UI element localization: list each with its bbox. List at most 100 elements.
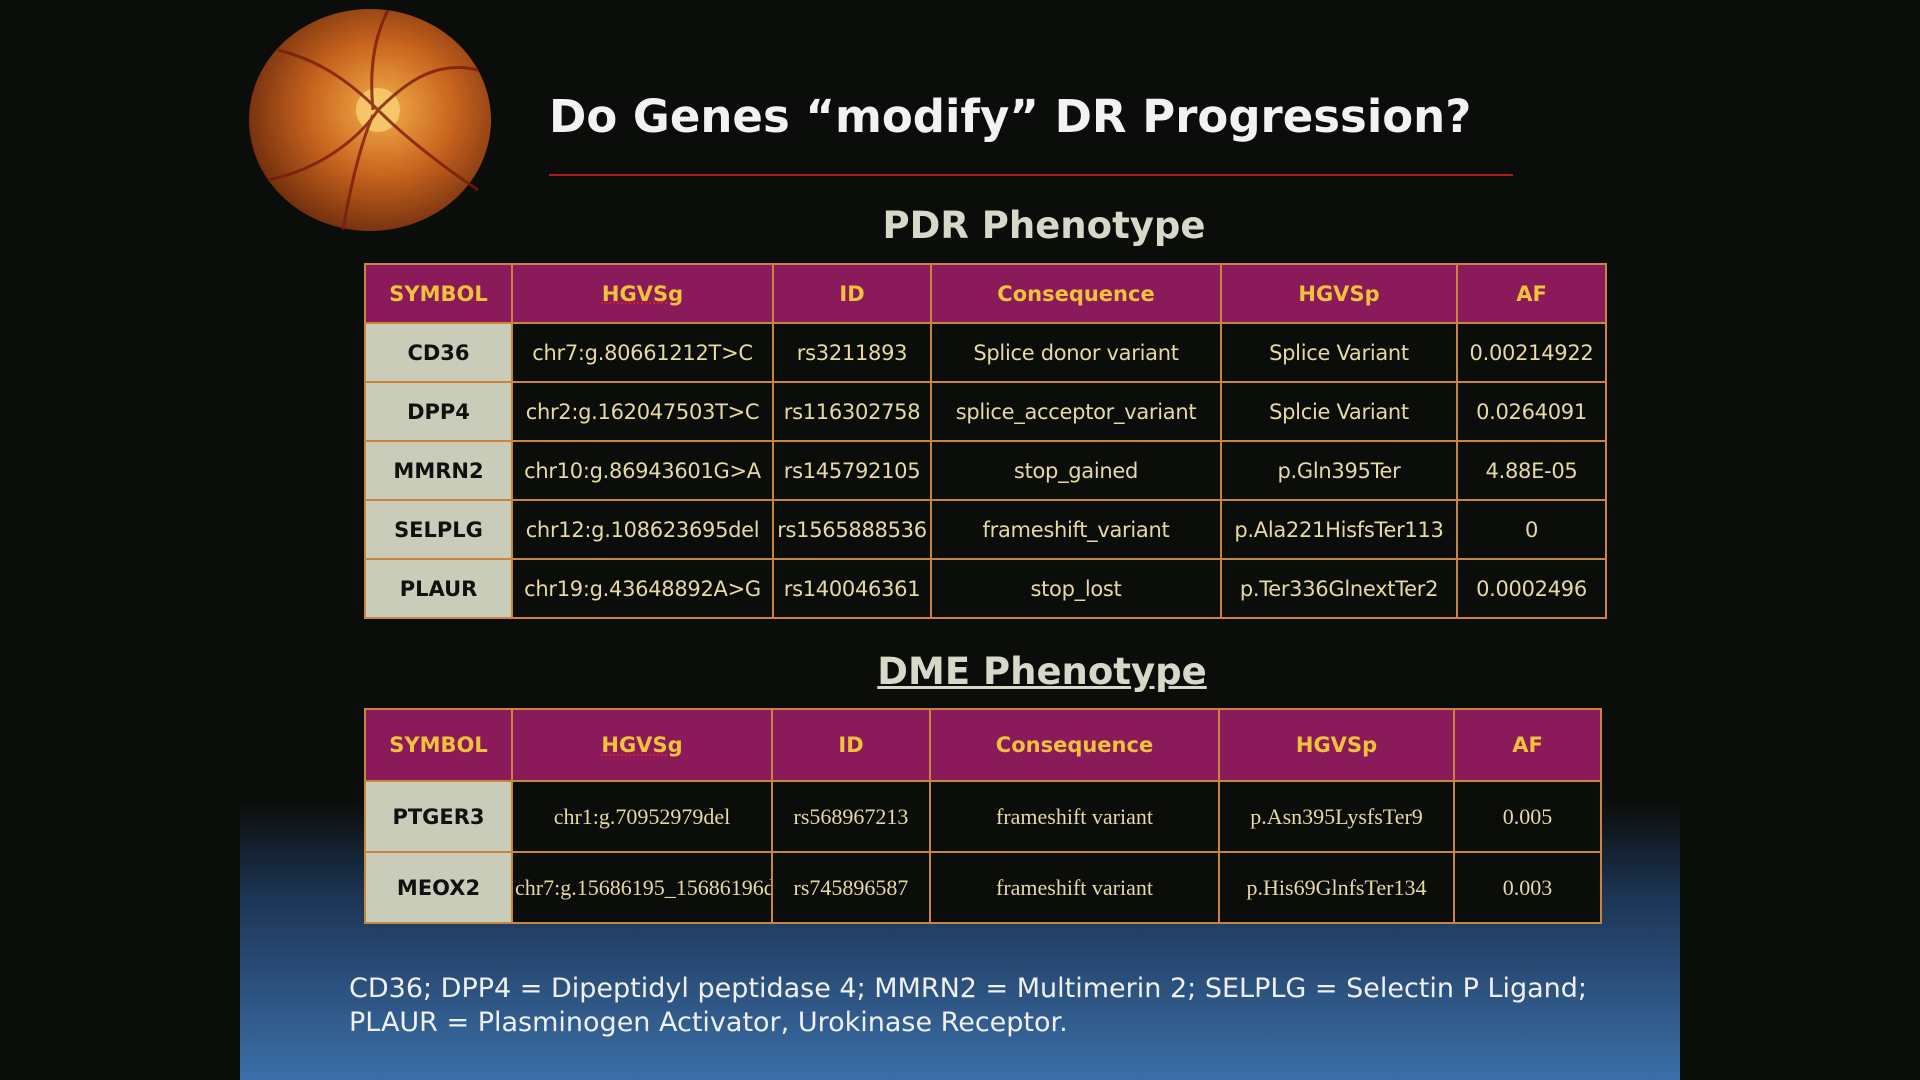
cell: stop_gained — [930, 440, 1222, 501]
cell-text: 0 — [1524, 517, 1539, 542]
cell-text: 4.88E-05 — [1485, 458, 1578, 483]
slide-title: Do Genes “modify” DR Progression? — [549, 90, 1472, 143]
row-header: PLAUR — [364, 558, 513, 619]
cell-text: chr12:g.108623695del — [525, 517, 760, 542]
cell-text: SYMBOL — [389, 733, 488, 757]
cell: frameshift_variant — [930, 499, 1222, 560]
column-header: Consequence — [930, 263, 1222, 324]
title-rule — [549, 174, 1513, 176]
cell: rs140046361 — [772, 558, 932, 619]
cell-text: rs1565888536 — [777, 517, 927, 542]
cell: rs116302758 — [772, 381, 932, 442]
cell-text: SYMBOL — [389, 281, 488, 306]
cell-text: AF — [1512, 733, 1543, 757]
cell-text: p.Asn395LysfsTer9 — [1250, 803, 1423, 829]
cell-text: rs140046361 — [783, 576, 921, 601]
cell-text: 0.0002496 — [1476, 576, 1587, 601]
cell-text: 0.0264091 — [1476, 399, 1587, 424]
cell: rs3211893 — [772, 322, 932, 383]
cell-text: MEOX2 — [396, 875, 481, 900]
cell: p.His69GlnfsTer134 — [1218, 851, 1455, 924]
column-header: SYMBOL — [364, 708, 513, 782]
cell: 0 — [1456, 499, 1607, 560]
column-header: HGVSg — [511, 708, 773, 782]
cell-text: CD36 — [407, 340, 470, 365]
column-header: HGVSp — [1218, 708, 1455, 782]
cell: rs745896587 — [771, 851, 931, 924]
cell-text: rs568967213 — [793, 803, 909, 829]
column-header: ID — [772, 263, 932, 324]
cell-text: Consequence — [995, 733, 1154, 757]
cell-text: rs745896587 — [793, 874, 909, 900]
cell: Splice donor variant — [930, 322, 1222, 383]
column-header: HGVSg — [511, 263, 774, 324]
cell-text: HGVSp — [1295, 733, 1378, 757]
cell: chr2:g.162047503T>C — [511, 381, 774, 442]
cell: rs568967213 — [771, 780, 931, 853]
cell-text: splice_acceptor_variant — [955, 399, 1197, 424]
cell: chr12:g.108623695del — [511, 499, 774, 560]
cell-text: MMRN2 — [393, 458, 484, 483]
cell-text: rs116302758 — [783, 399, 921, 424]
cell-text: frameshift variant — [996, 874, 1153, 900]
pdr-table: SYMBOL HGVSg ID Consequence HGVSp AF CD36 chr7:… — [364, 263, 1607, 619]
cell-text: Splcie Variant — [1269, 399, 1409, 424]
cell: rs1565888536 — [772, 499, 932, 560]
row-header: CD36 — [364, 322, 513, 383]
cell-text: DPP4 — [407, 399, 470, 424]
cell-text: SELPLG — [394, 517, 483, 542]
cell: 0.0264091 — [1456, 381, 1607, 442]
cell-text: Consequence — [997, 281, 1155, 306]
cell: Splice Variant — [1220, 322, 1458, 383]
cell: rs145792105 — [772, 440, 932, 501]
cell: chr10:g.86943601G>A — [511, 440, 774, 501]
cell-text: Splice Variant — [1269, 340, 1409, 365]
cell-text: ID — [838, 733, 864, 757]
cell-text: HGVSg — [601, 733, 683, 757]
cell-text: chr2:g.162047503T>C — [525, 399, 760, 424]
row-header: MEOX2 — [364, 851, 513, 924]
cell-text: stop_gained — [1013, 458, 1139, 483]
column-header: SYMBOL — [364, 263, 513, 324]
footnote-line: CD36; DPP4 = Dipeptidyl peptidase 4; MMR… — [349, 973, 1588, 1004]
row-header: SELPLG — [364, 499, 513, 560]
cell: p.Ala221HisfsTer113 — [1220, 499, 1458, 560]
dme-table: SYMBOL HGVSg ID Consequence HGVSp AF PTGER3 chr… — [364, 708, 1602, 924]
cell-text: frameshift variant — [996, 803, 1153, 829]
row-header: DPP4 — [364, 381, 513, 442]
cell: frameshift variant — [929, 851, 1220, 924]
cell: frameshift variant — [929, 780, 1220, 853]
cell-text: HGVSp — [1298, 281, 1380, 306]
cell-text: chr7:g.15686195_15686196del — [515, 874, 772, 900]
cell: p.Gln395Ter — [1220, 440, 1458, 501]
cell-text: chr10:g.86943601G>A — [524, 458, 761, 483]
column-header: AF — [1456, 263, 1607, 324]
cell-text: chr1:g.70952979del — [553, 803, 731, 829]
cell: chr7:g.80661212T>C — [511, 322, 774, 383]
footnote: CD36; DPP4 = Dipeptidyl peptidase 4; MMR… — [349, 972, 1587, 1040]
cell-text: ID — [839, 281, 865, 306]
cell-text: PLAUR — [399, 576, 478, 601]
cell-text: p.His69GlnfsTer134 — [1246, 874, 1427, 900]
cell-text: chr19:g.43648892A>G — [524, 576, 761, 601]
cell-text: p.Ter336GlnextTer2 — [1239, 576, 1439, 601]
column-header: HGVSp — [1220, 263, 1458, 324]
cell: chr19:g.43648892A>G — [511, 558, 774, 619]
cell-text: stop_lost — [1030, 576, 1122, 601]
cell: 0.003 — [1453, 851, 1602, 924]
row-header: MMRN2 — [364, 440, 513, 501]
column-header: AF — [1453, 708, 1602, 782]
cell: p.Ter336GlnextTer2 — [1220, 558, 1458, 619]
footnote-line: PLAUR = Plasminogen Activator, Urokinase… — [349, 1007, 1068, 1038]
cell: stop_lost — [930, 558, 1222, 619]
cell: 4.88E-05 — [1456, 440, 1607, 501]
cell-text: p.Ala221HisfsTer113 — [1234, 517, 1444, 542]
cell: splice_acceptor_variant — [930, 381, 1222, 442]
cell: p.Asn395LysfsTer9 — [1218, 780, 1455, 853]
cell-text: Splice donor variant — [973, 340, 1179, 365]
cell: 0.00214922 — [1456, 322, 1607, 383]
cell-text: AF — [1516, 281, 1547, 306]
cell-text: chr7:g.80661212T>C — [532, 340, 753, 365]
cell: 0.0002496 — [1456, 558, 1607, 619]
